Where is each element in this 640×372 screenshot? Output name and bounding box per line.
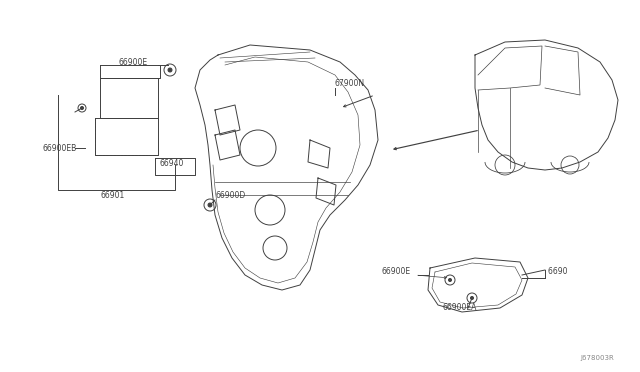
Circle shape bbox=[208, 203, 212, 207]
Circle shape bbox=[81, 106, 83, 109]
Text: 67900N: 67900N bbox=[335, 78, 365, 87]
Text: 6690: 6690 bbox=[548, 267, 572, 276]
Text: 66900EA: 66900EA bbox=[443, 304, 477, 312]
Text: 66901: 66901 bbox=[100, 190, 124, 199]
Text: 66900EB: 66900EB bbox=[42, 144, 76, 153]
Text: 66940: 66940 bbox=[160, 158, 184, 167]
Circle shape bbox=[470, 296, 474, 299]
Text: 66900D: 66900D bbox=[215, 190, 245, 199]
Circle shape bbox=[168, 68, 172, 72]
Text: J678003R: J678003R bbox=[580, 355, 614, 361]
Circle shape bbox=[449, 279, 451, 282]
Text: 66900E: 66900E bbox=[118, 58, 147, 67]
Text: 66900E: 66900E bbox=[382, 267, 411, 276]
